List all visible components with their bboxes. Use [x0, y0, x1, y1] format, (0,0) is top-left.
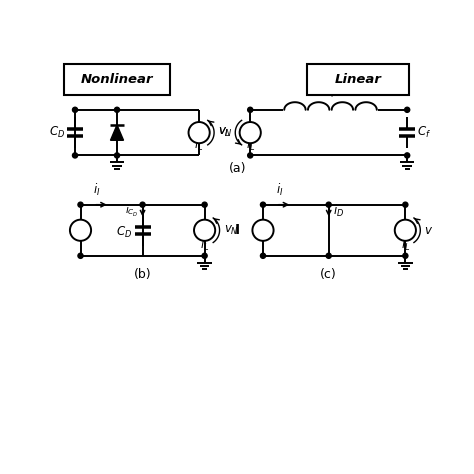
- Text: (b): (b): [134, 267, 151, 281]
- Circle shape: [114, 107, 119, 112]
- Circle shape: [326, 253, 331, 258]
- Text: $v_N$: $v_N$: [218, 126, 233, 139]
- Text: $i_L$: $i_L$: [200, 237, 210, 253]
- Circle shape: [405, 107, 410, 112]
- Circle shape: [326, 202, 331, 207]
- Circle shape: [240, 122, 261, 143]
- Circle shape: [395, 219, 416, 241]
- Text: $C_f$: $C_f$: [418, 125, 431, 140]
- Text: $i_I$: $i_I$: [276, 182, 283, 198]
- Text: $v_L$: $v_L$: [218, 126, 231, 139]
- Circle shape: [253, 219, 273, 241]
- Text: $i_I$: $i_I$: [93, 182, 100, 198]
- Text: I: I: [235, 223, 240, 237]
- Text: $i_L$: $i_L$: [401, 237, 410, 253]
- Circle shape: [114, 153, 119, 158]
- Text: $i_{C_D}$: $i_{C_D}$: [125, 204, 138, 219]
- Text: Linear: Linear: [335, 73, 381, 86]
- FancyBboxPatch shape: [64, 64, 170, 95]
- Circle shape: [248, 153, 253, 158]
- Circle shape: [403, 253, 408, 258]
- Circle shape: [202, 253, 207, 258]
- Text: $C_D$: $C_D$: [49, 125, 65, 140]
- Text: $i_L$: $i_L$: [246, 137, 255, 153]
- Text: $L_f$: $L_f$: [324, 84, 337, 100]
- Circle shape: [403, 202, 408, 207]
- Circle shape: [405, 153, 410, 158]
- Text: $i_L$: $i_L$: [194, 137, 204, 153]
- Text: Nonlinear: Nonlinear: [81, 73, 153, 86]
- Polygon shape: [110, 125, 124, 140]
- Text: (c): (c): [320, 267, 337, 281]
- Circle shape: [78, 253, 83, 258]
- Circle shape: [260, 253, 265, 258]
- Circle shape: [189, 122, 210, 143]
- Circle shape: [140, 202, 145, 207]
- Circle shape: [260, 202, 265, 207]
- Circle shape: [248, 107, 253, 112]
- Circle shape: [70, 219, 91, 241]
- Text: $v$: $v$: [424, 224, 433, 237]
- Circle shape: [194, 219, 215, 241]
- Text: (a): (a): [228, 162, 246, 175]
- Text: $C_D$: $C_D$: [116, 225, 132, 240]
- Circle shape: [78, 202, 83, 207]
- Circle shape: [73, 153, 78, 158]
- Circle shape: [73, 107, 78, 112]
- Text: $i_D$: $i_D$: [333, 203, 344, 219]
- Text: $v_N$: $v_N$: [224, 224, 238, 237]
- Circle shape: [202, 202, 207, 207]
- FancyBboxPatch shape: [307, 64, 409, 95]
